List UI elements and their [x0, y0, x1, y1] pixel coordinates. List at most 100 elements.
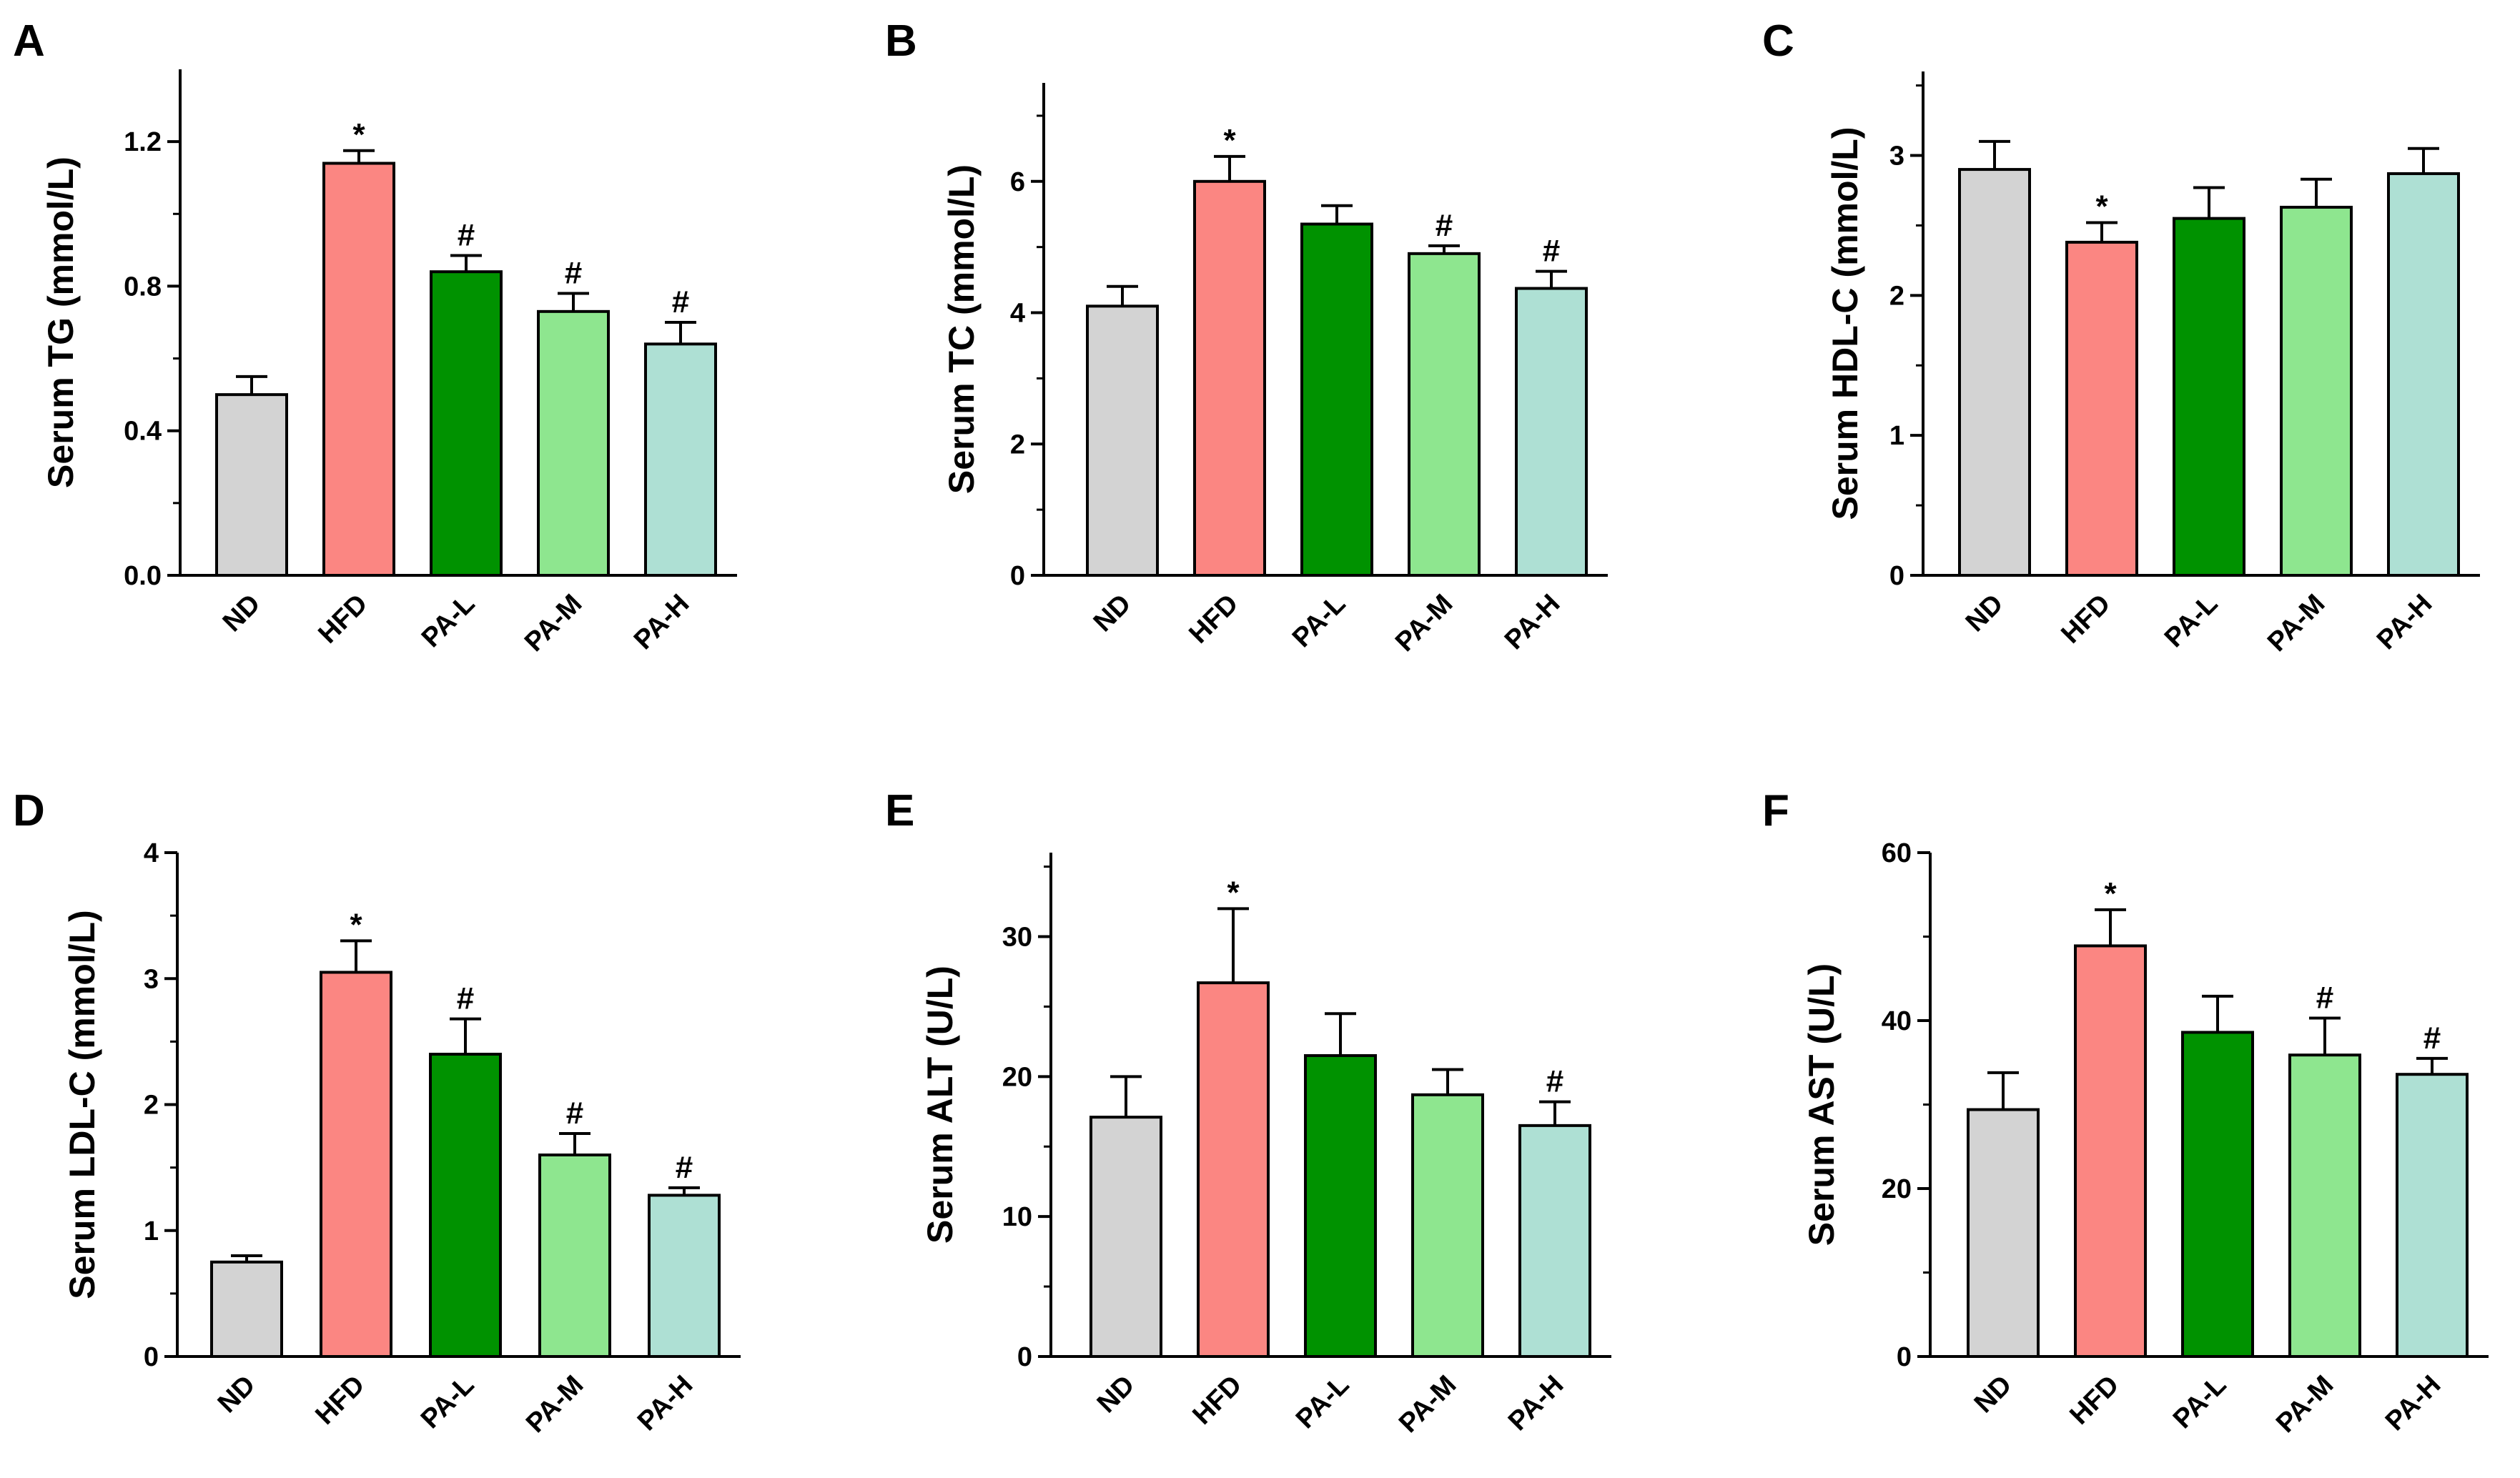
bar-pa-h — [2396, 1073, 2469, 1358]
y-axis-label: Serum HDL-C (mmol/L) — [1825, 127, 1865, 520]
bar-pa-l — [2173, 217, 2245, 577]
bar-pa-h — [648, 1194, 721, 1359]
category-label-hfd: HFD — [2064, 1370, 2125, 1431]
bar-pa-m — [2280, 205, 2353, 577]
bar-hfd — [322, 162, 395, 577]
significance-hash: # — [566, 1096, 583, 1131]
y-tick-label: 1 — [144, 1216, 159, 1246]
category-label-pa-h: PA-H — [632, 1370, 698, 1437]
category-label-pa-l: PA-L — [1290, 1370, 1355, 1434]
bar-hfd — [1193, 179, 1266, 577]
significance-asterisk: * — [352, 117, 365, 152]
bar-hfd — [320, 971, 392, 1358]
panel-letter: F — [1762, 786, 1789, 835]
panel-letter: C — [1762, 16, 1794, 66]
chart-panel-d: D Serum LDL-C (mmol/L) ND * HFD # PA-L # PA-M # PA… — [13, 786, 741, 1439]
y-tick-label: 2 — [1889, 281, 1904, 311]
bar-hfd — [2074, 944, 2147, 1359]
bar-pa-l — [1300, 222, 1373, 577]
y-axis-label: Serum TG (mmol/L) — [41, 157, 81, 488]
category-label-nd: ND — [212, 1370, 262, 1419]
panel-letter: D — [13, 786, 45, 835]
bar-nd — [1089, 1116, 1162, 1358]
chart-panel-f: F Serum AST (U/L) ND * HFD PA-L # PA-M # PA-H 0 20 4… — [1762, 786, 2489, 1439]
y-tick-label: 0 — [1889, 561, 1904, 591]
y-tick-label: 1 — [1889, 421, 1904, 451]
category-label-pa-l: PA-L — [2159, 589, 2223, 653]
y-tick-label: 0.8 — [124, 272, 162, 302]
y-tick-label: 0 — [1010, 561, 1025, 591]
significance-asterisk: * — [2095, 189, 2108, 224]
category-label-nd: ND — [1969, 1370, 2018, 1419]
category-label-hfd: HFD — [1187, 1370, 1247, 1431]
significance-hash: # — [1543, 234, 1560, 269]
y-tick-label: 3 — [144, 964, 159, 994]
y-tick-label: 2 — [144, 1091, 159, 1121]
significance-hash: # — [1436, 208, 1453, 243]
bar-pa-m — [537, 309, 610, 577]
y-tick-label: 0 — [1017, 1342, 1032, 1372]
bar-pa-h — [644, 342, 717, 577]
bar-nd — [1967, 1108, 2040, 1359]
bar-pa-l — [430, 270, 503, 577]
category-label-nd: ND — [1088, 589, 1137, 638]
bar-pa-l — [2181, 1031, 2254, 1358]
category-label-pa-m: PA-M — [519, 589, 588, 658]
significance-hash: # — [565, 256, 582, 291]
bar-pa-m — [2288, 1053, 2361, 1359]
bar-pa-h — [2387, 172, 2460, 577]
y-tick-label: 0.0 — [124, 561, 162, 591]
bar-pa-h — [1515, 287, 1588, 577]
y-axis-label: Serum TC (mmol/L) — [942, 164, 982, 494]
category-label-nd: ND — [217, 589, 267, 638]
significance-asterisk: * — [1227, 875, 1240, 910]
y-tick-label: 20 — [1882, 1174, 1912, 1204]
y-axis-label: Serum AST (U/L) — [1802, 963, 1842, 1246]
category-label-hfd: HFD — [310, 1370, 370, 1431]
category-label-pa-h: PA-H — [2380, 1370, 2446, 1437]
bar-hfd — [2065, 240, 2138, 577]
category-label-pa-h: PA-H — [628, 589, 695, 655]
bar-pa-l — [429, 1053, 502, 1358]
category-label-pa-h: PA-H — [1499, 589, 1566, 655]
significance-hash: # — [457, 981, 474, 1016]
chart-panel-b: B Serum TC (mmol/L) ND * HFD PA-L # PA-M # PA-H 0 2… — [885, 16, 1608, 658]
bar-pa-h — [1518, 1124, 1591, 1358]
category-label-pa-l: PA-L — [416, 589, 480, 653]
y-tick-label: 20 — [1002, 1062, 1032, 1092]
chart-panel-c: C Serum HDL-C (mmol/L) ND * HFD PA-L PA-M PA-H 0… — [1762, 16, 2480, 658]
category-label-pa-m: PA-M — [2262, 589, 2331, 658]
bar-pa-m — [1411, 1093, 1484, 1358]
bar-nd — [1086, 304, 1159, 577]
y-tick-label: 40 — [1882, 1006, 1912, 1036]
category-label-pa-m: PA-M — [2271, 1370, 2339, 1439]
category-label-nd: ND — [1092, 1370, 1141, 1419]
y-tick-label: 4 — [1010, 299, 1025, 329]
bar-pa-l — [1304, 1053, 1377, 1359]
category-label-pa-m: PA-M — [1393, 1370, 1462, 1439]
category-label-nd: ND — [1960, 589, 2010, 638]
category-label-pa-m: PA-M — [520, 1370, 589, 1439]
chart-panel-e: E Serum ALT (U/L) ND * HFD PA-L PA-M # PA-H 0 10 20… — [885, 786, 1611, 1439]
category-label-pa-l: PA-L — [1287, 589, 1351, 653]
bar-hfd — [1197, 981, 1270, 1358]
significance-hash: # — [676, 1150, 693, 1185]
significance-asterisk: * — [1223, 123, 1236, 158]
bar-pa-m — [538, 1154, 611, 1358]
significance-hash: # — [458, 217, 475, 252]
y-tick-label: 10 — [1002, 1202, 1032, 1232]
category-label-pa-m: PA-M — [1390, 589, 1458, 658]
bar-nd — [210, 1260, 283, 1358]
y-tick-label: 0.4 — [124, 417, 162, 447]
y-tick-label: 60 — [1882, 838, 1912, 868]
category-label-pa-l: PA-L — [415, 1370, 480, 1434]
bar-pa-m — [1408, 252, 1481, 577]
y-tick-label: 1.2 — [124, 127, 162, 157]
significance-hash: # — [2316, 980, 2333, 1015]
y-tick-label: 2 — [1010, 430, 1025, 460]
y-tick-label: 30 — [1002, 923, 1032, 953]
panel-letter: B — [885, 16, 917, 66]
panel-letter: A — [13, 16, 45, 66]
y-tick-label: 6 — [1010, 167, 1025, 197]
category-label-hfd: HFD — [1183, 589, 1244, 650]
